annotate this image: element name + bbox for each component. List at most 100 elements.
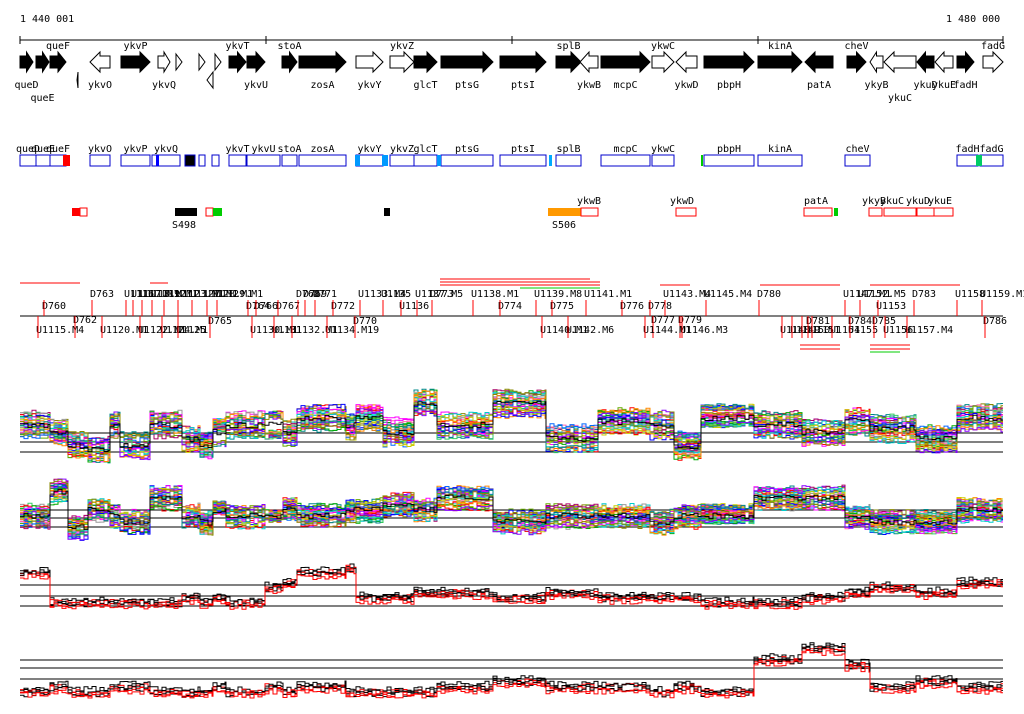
gene-label-pbpH: pbpH — [717, 80, 741, 91]
lower-feature-label: D784 — [848, 316, 872, 327]
segment-box-patA[interactable] — [803, 207, 833, 217]
feature-label-pbpH: pbpH — [717, 144, 741, 155]
gene-arrow-queF[interactable] — [49, 50, 67, 74]
feature-box-ptsG[interactable] — [440, 154, 494, 167]
feature-box-ykwC[interactable] — [651, 154, 675, 167]
feature-box-ykvQ[interactable] — [151, 154, 181, 167]
feature-box-ykvP[interactable] — [120, 154, 151, 167]
gene-arrow-ykuC[interactable] — [883, 50, 917, 74]
feature-box-ykvU[interactable] — [246, 154, 281, 167]
feature-box-ptsI[interactable] — [499, 154, 547, 167]
segment-box-ykuD[interactable] — [916, 207, 935, 217]
feature-label-ykvO: ykvO — [88, 144, 112, 155]
expression-trace — [20, 408, 1003, 460]
feature-box-glcT[interactable] — [413, 154, 438, 167]
gene-arrow-ykvZ[interactable] — [389, 50, 415, 74]
gene-arrow-ykwB[interactable] — [579, 50, 599, 74]
gene-arrow-ykyB[interactable] — [869, 50, 884, 74]
gene-arrow-fadH[interactable] — [956, 50, 975, 74]
gene-arrow-splB[interactable] — [555, 50, 582, 74]
segment-S506[interactable] — [548, 208, 582, 216]
feature-label-stoA: stoA — [277, 144, 301, 155]
feature-box-ykvY[interactable] — [355, 154, 384, 167]
feature-box-fadH[interactable] — [956, 154, 979, 167]
segment-box-ykwD[interactable] — [675, 207, 697, 217]
lower-feature-label: U1156 — [883, 325, 913, 336]
gene-arrow-patA[interactable] — [804, 50, 834, 74]
segment-S498[interactable] — [175, 208, 197, 216]
lower-feature-label: D777 — [651, 315, 675, 326]
gene-label-ykvT: ykvT — [225, 41, 249, 52]
gene-arrow-ykwC[interactable] — [651, 50, 675, 74]
gene-arrow-queE[interactable] — [35, 50, 50, 74]
feature-box-fadG[interactable] — [979, 154, 1004, 167]
upper-feature-label: D768 — [296, 289, 320, 300]
gene-arrow-ykvP[interactable] — [120, 50, 151, 74]
gene-arrow-ykwD[interactable] — [675, 50, 698, 74]
gene-label-cheV: cheV — [844, 41, 868, 52]
feature-label-cheV: cheV — [845, 144, 869, 155]
gene-arrow-ykuD[interactable] — [916, 50, 935, 74]
gene-label-patA: patA — [807, 80, 831, 91]
expression-trace-red — [20, 648, 1003, 698]
gene-arrow-mcpC[interactable] — [600, 50, 651, 74]
gene-arrow-queD[interactable] — [19, 50, 34, 74]
gene-arrow-stoA[interactable] — [281, 50, 298, 74]
gene-label-ykuD: ykuD — [913, 80, 937, 91]
upper-feature-label: U1123.M1 — [176, 289, 224, 300]
feature-box-queD[interactable] — [19, 154, 37, 167]
segment-box-ykwB[interactable] — [580, 207, 599, 217]
feature-box-cheV[interactable] — [844, 154, 871, 167]
gene-arrow-pbpH[interactable] — [703, 50, 755, 74]
upper-feature-label: U1135 — [381, 289, 411, 300]
gene-label-queE: queE — [30, 93, 54, 104]
gene-arrow-fadG[interactable] — [982, 50, 1004, 74]
gene-label-ykvY: ykvY — [357, 80, 381, 91]
gene-arrow-ykvO[interactable] — [89, 50, 111, 74]
gene-label-ptsI: ptsI — [511, 80, 535, 91]
feature-box-stoA[interactable] — [281, 154, 298, 167]
segment-box-ykuC[interactable] — [883, 207, 917, 217]
segment-label-ykuD: ykuD — [906, 196, 930, 207]
gene-track: queD queE queF ykvO ykvP ykvQ ykvT ykvU stoA zosA… — [14, 41, 1005, 104]
feature-box-ykvO[interactable] — [89, 154, 111, 167]
upper-feature-label: U1139.M8 — [534, 289, 582, 300]
feature-box-pbpH[interactable] — [703, 154, 755, 167]
gene-arrow-zosA[interactable] — [298, 50, 347, 74]
gene-label-splB: splB — [556, 41, 580, 52]
gene-arrow-ykvQ[interactable] — [157, 50, 171, 74]
feature-box-ykvT[interactable] — [228, 154, 247, 167]
lower-feature-label: U1157.M4 — [905, 325, 953, 336]
feature-label-ykvZ: ykvZ — [390, 144, 414, 155]
feature-box-kinA[interactable] — [757, 154, 803, 167]
upper-feature-label: U1143.M4 — [663, 289, 711, 300]
gene-arrow-ptsG[interactable] — [440, 50, 494, 74]
gene-arrow-kinA[interactable] — [757, 50, 803, 74]
gene-label-queD: queD — [14, 80, 38, 91]
upper-feature-label: D769 — [303, 289, 327, 300]
gene-arrow-glcT[interactable] — [413, 50, 438, 74]
gene-arrow-ykvY[interactable] — [355, 50, 384, 74]
segment-box-ykyB[interactable] — [868, 207, 883, 217]
gene-arrow-ptsI[interactable] — [499, 50, 547, 74]
gene-arrow-ykvT[interactable] — [228, 50, 247, 74]
feature-mark — [976, 155, 982, 166]
feature-box-splB[interactable] — [555, 154, 582, 167]
expression-trace — [20, 399, 1003, 458]
feature-box-zosA[interactable] — [298, 154, 347, 167]
segment-box-ykuE[interactable] — [933, 207, 954, 217]
upper-feature-label: D773 — [430, 289, 454, 300]
gene-label-fadH: fadH — [953, 80, 977, 91]
lower-feature-label: U1115.M4 — [36, 325, 84, 336]
feature-box-queE[interactable] — [35, 154, 51, 167]
gene-label-ykuE: ykuE — [932, 80, 956, 91]
feature-label-ykvQ: ykvQ — [154, 144, 178, 155]
feature-box-mcpC[interactable] — [600, 154, 651, 167]
segment-label-ykwB: ykwB — [577, 196, 601, 207]
gene-arrow-ykuE[interactable] — [934, 50, 954, 74]
upper-feature-label: U1141.M1 — [584, 289, 632, 300]
feature-box-ykvZ[interactable] — [389, 154, 415, 167]
gene-label-ykwD: ykwD — [674, 80, 698, 91]
gene-arrow-ykvU[interactable] — [246, 50, 266, 74]
gene-arrow-cheV[interactable] — [846, 50, 867, 74]
